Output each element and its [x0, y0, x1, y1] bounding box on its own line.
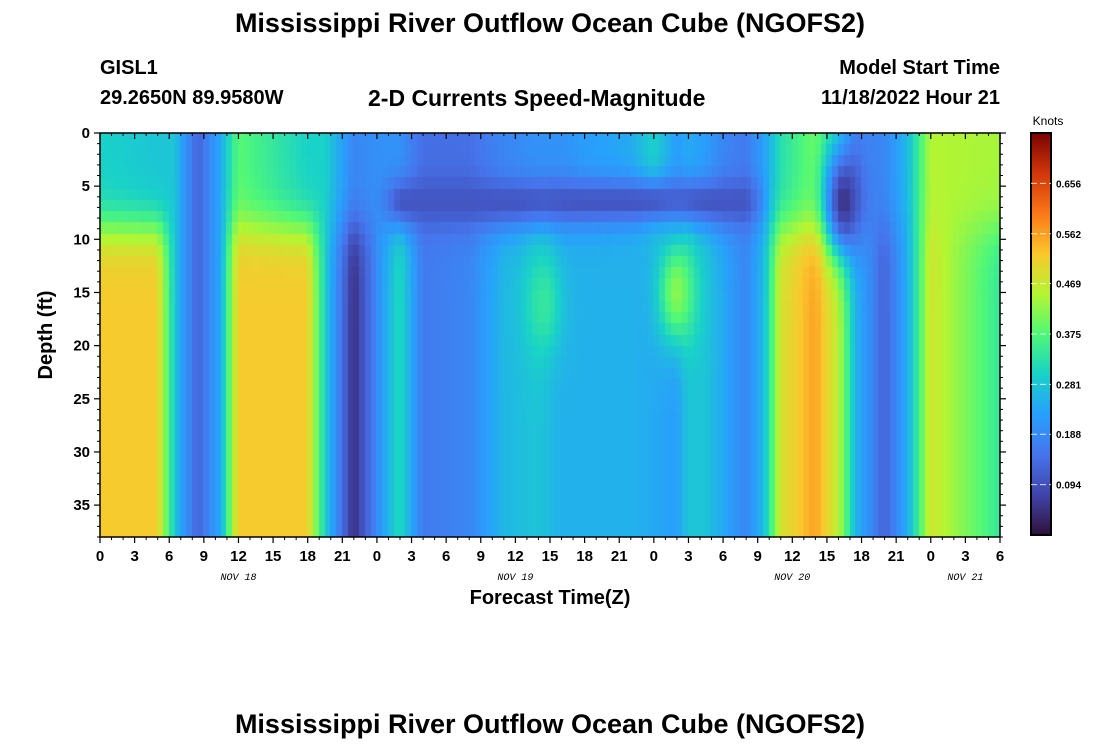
x-date-label: NOV 19 — [497, 573, 533, 584]
plot-frame — [99, 132, 1001, 538]
x-tick-label: 9 — [477, 548, 485, 565]
colorbar-tick-label: 0.281 — [1056, 380, 1081, 391]
x-tick-label: 21 — [888, 548, 905, 565]
x-tick-label: 0 — [96, 548, 104, 565]
x-tick-label: 3 — [130, 548, 138, 565]
y-tick-label: 0 — [82, 125, 90, 142]
x-tick-label: 18 — [299, 548, 316, 565]
colorbar-tick-label: 0.094 — [1056, 481, 1081, 492]
x-date-label: NOV 21 — [947, 573, 983, 584]
colorbar-tick-label: 0.375 — [1056, 330, 1081, 341]
colorbar-label: Knots — [1033, 114, 1064, 128]
y-tick-label: 15 — [73, 284, 90, 301]
x-tick-label: 12 — [507, 548, 524, 565]
x-tick-label: 0 — [650, 548, 658, 565]
x-tick-label: 3 — [961, 548, 969, 565]
x-tick-label: 6 — [719, 548, 727, 565]
x-tick-label: 18 — [576, 548, 593, 565]
y-tick-label: 35 — [73, 497, 90, 514]
plot-title: 2-D Currents Speed-Magnitude — [368, 85, 706, 111]
x-date-label: NOV 18 — [220, 573, 256, 584]
x-tick-label: 15 — [265, 548, 282, 565]
model-start-value: 11/18/2022 Hour 21 — [820, 87, 1000, 109]
x-tick-label: 0 — [373, 548, 381, 565]
y-tick-label: 20 — [73, 338, 90, 355]
x-tick-label: 6 — [442, 548, 450, 565]
x-tick-label: 15 — [819, 548, 836, 565]
x-tick-label: 6 — [996, 548, 1004, 565]
x-tick-label: 21 — [334, 548, 351, 565]
x-tick-label: 9 — [200, 548, 208, 565]
x-tick-label: 12 — [230, 548, 247, 565]
station-coords: 29.2650N 89.9580W — [100, 87, 284, 109]
y-tick-label: 10 — [73, 231, 90, 248]
x-tick-label: 9 — [754, 548, 762, 565]
bottom-title: Mississippi River Outflow Ocean Cube (NG… — [234, 709, 866, 739]
colorbar-tick-label: 0.656 — [1056, 179, 1081, 190]
x-tick-label: 3 — [684, 548, 692, 565]
y-tick-label: 30 — [73, 444, 90, 461]
page-title: Mississippi River Outflow Ocean Cube (NG… — [234, 8, 866, 38]
x-tick-label: 3 — [407, 548, 415, 565]
x-tick-label: 21 — [611, 548, 628, 565]
colorbar-tick-label: 0.469 — [1056, 280, 1081, 291]
station-id: GISL1 — [100, 57, 158, 79]
model-start-label: Model Start Time — [839, 57, 1000, 79]
y-axis-label: Depth (ft) — [35, 291, 57, 380]
colorbar-tick-label: 0.188 — [1056, 430, 1081, 441]
x-axis-label: Forecast Time(Z) — [470, 587, 631, 609]
x-date-label: NOV 20 — [774, 573, 810, 584]
x-tick-label: 6 — [165, 548, 173, 565]
heatmap-field — [100, 133, 1000, 537]
x-tick-label: 0 — [927, 548, 935, 565]
x-tick-label: 18 — [853, 548, 870, 565]
y-tick-label: 25 — [73, 391, 90, 408]
x-tick-label: 15 — [542, 548, 559, 565]
colorbar-tick-label: 0.562 — [1056, 230, 1081, 241]
y-tick-label: 5 — [82, 178, 90, 195]
x-tick-label: 12 — [784, 548, 801, 565]
